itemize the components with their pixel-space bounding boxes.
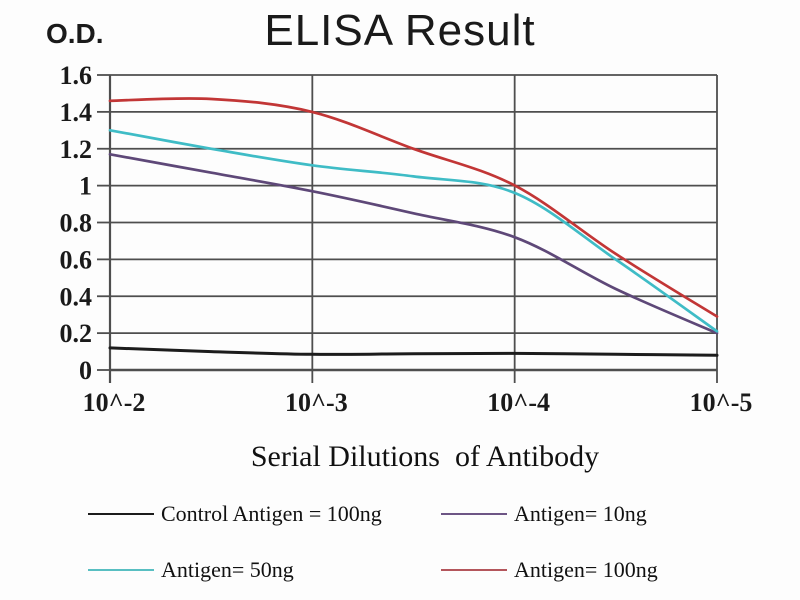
x-tick-label: 10^-3 bbox=[285, 388, 348, 417]
series-line-control-antigen-100ng bbox=[108, 346, 719, 357]
x-tick-labels: 10^-2 10^-3 10^-4 10^-5 bbox=[83, 388, 753, 417]
series-line-antigen-100ng bbox=[108, 97, 719, 318]
series-line-antigen-50ng bbox=[108, 128, 719, 333]
y-tick-label: 1.4 bbox=[60, 98, 93, 127]
legend-item-antigen-10ng: Antigen= 10ng bbox=[441, 500, 647, 528]
series-line-antigen-10ng bbox=[108, 152, 719, 335]
legend-label: Control Antigen = 100ng bbox=[161, 501, 382, 526]
legend-item-control-antigen-100ng: Control Antigen = 100ng bbox=[88, 500, 382, 528]
y-axis-label: O.D. bbox=[46, 18, 104, 49]
grid-lines bbox=[108, 74, 718, 383]
y-tick-label: 0.6 bbox=[60, 245, 93, 274]
x-tick-label: 10^-2 bbox=[83, 388, 146, 417]
legend-line-swatch-purple bbox=[441, 513, 507, 515]
x-tick-label: 10^-5 bbox=[690, 388, 753, 417]
y-tick-label: 0 bbox=[79, 356, 92, 385]
legend-label: Antigen= 10ng bbox=[514, 501, 647, 526]
series-lines bbox=[108, 97, 719, 357]
y-tick-labels: 0 0.2 0.4 0.6 0.8 1 1.2 1.4 1.6 bbox=[60, 61, 93, 385]
legend-line-swatch-red bbox=[441, 569, 507, 571]
legend-line-swatch-black bbox=[88, 513, 154, 515]
y-tick-label: 0.4 bbox=[60, 282, 93, 311]
x-axis-title: Serial Dilutions of Antibody bbox=[250, 440, 600, 473]
legend-line-swatch-cyan bbox=[88, 569, 154, 571]
plot-area: 00.20.40.60.811.21.41.6 10^-2 10^-3 10^-4 1… bbox=[60, 61, 753, 417]
x-tick-label: 10^-4 bbox=[487, 388, 550, 417]
legend-item-antigen-50ng: Antigen= 50ng bbox=[88, 556, 294, 584]
y-tick-label: 1.6 bbox=[60, 61, 93, 90]
y-tick-label: 1 bbox=[79, 172, 92, 201]
y-tick-label: 0.8 bbox=[60, 209, 93, 238]
y-tick-label: 0.2 bbox=[60, 319, 93, 348]
legend-label: Antigen= 50ng bbox=[161, 557, 294, 582]
axis-ticks bbox=[97, 74, 110, 371]
legend-item-antigen-100ng: Antigen= 100ng bbox=[441, 556, 658, 584]
legend-label: Antigen= 100ng bbox=[514, 557, 658, 582]
y-tick-label: 1.2 bbox=[60, 135, 93, 164]
chart-title: ELISA Result bbox=[264, 6, 536, 55]
